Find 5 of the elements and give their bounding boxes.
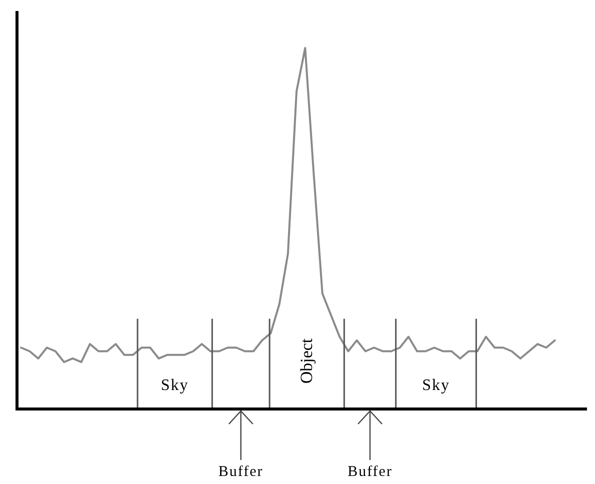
annotation: Sky	[160, 377, 189, 394]
text: Buffer	[218, 464, 264, 480]
annotation: Object	[296, 338, 316, 384]
text: Buffer	[348, 464, 392, 480]
annotation: Sky	[422, 377, 450, 394]
